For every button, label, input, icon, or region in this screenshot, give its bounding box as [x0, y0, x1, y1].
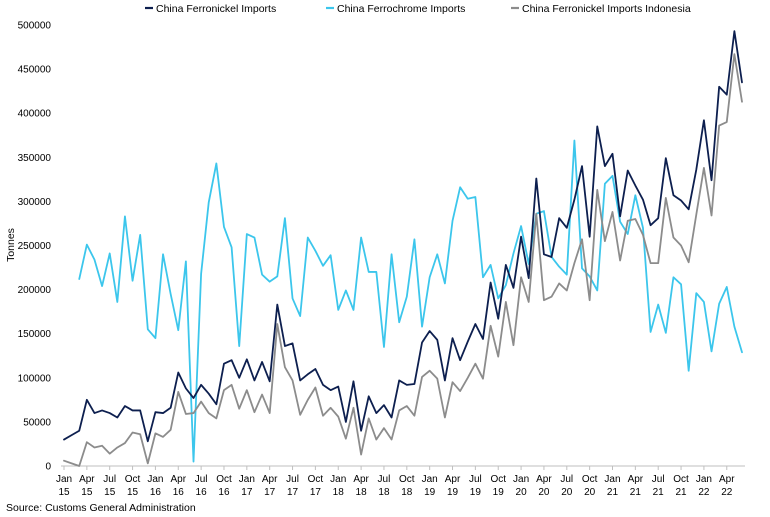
- x-tick-year: 17: [241, 487, 253, 498]
- source-note: Source: Customs General Administration: [6, 502, 196, 514]
- x-tick-year: 18: [378, 487, 390, 498]
- x-tick-year: 21: [675, 487, 687, 498]
- series-layer: [63, 30, 743, 467]
- y-tick-label: 250000: [18, 241, 52, 252]
- y-tick-label: 0: [45, 462, 51, 473]
- x-tick-month: Jan: [604, 474, 620, 485]
- x-tick-year: 19: [470, 487, 482, 498]
- x-tick-month: Oct: [582, 474, 598, 485]
- x-tick-year: 21: [653, 487, 665, 498]
- x-axis: Jan 15 Apr 15 Jul 15 Oct 15 Jan 16 Apr 16 Jul 16 Oct 16…: [56, 465, 745, 498]
- y-tick-label: 200000: [18, 285, 52, 296]
- x-tick-year: 16: [218, 487, 230, 498]
- legend-label: China Ferronickel Imports: [156, 3, 276, 15]
- x-tick-month: Jan: [56, 474, 72, 485]
- x-tick-month: Jul: [286, 474, 299, 485]
- x-tick-year: 16: [196, 487, 208, 498]
- x-tick-year: 18: [401, 487, 413, 498]
- y-tick-label: 50000: [23, 417, 51, 428]
- x-tick-year: 16: [150, 487, 162, 498]
- x-tick-year: 17: [264, 487, 276, 498]
- x-tick-month: Apr: [628, 474, 644, 485]
- x-tick-month: Apr: [719, 474, 735, 485]
- legend-item: China Ferrochrome Imports: [326, 3, 465, 15]
- x-tick-year: 15: [81, 487, 93, 498]
- x-tick-month: Oct: [308, 474, 324, 485]
- x-tick-month: Oct: [490, 474, 506, 485]
- x-tick-month: Apr: [445, 474, 461, 485]
- x-tick-month: Oct: [125, 474, 141, 485]
- x-tick-month: Jan: [147, 474, 163, 485]
- y-tick-label: 300000: [18, 197, 52, 208]
- x-tick-year: 22: [721, 487, 733, 498]
- x-tick-month: Jul: [652, 474, 665, 485]
- y-tick-label: 450000: [18, 65, 52, 76]
- x-tick-month: Apr: [536, 474, 552, 485]
- series-line-0: [63, 30, 743, 443]
- x-tick-year: 19: [424, 487, 436, 498]
- y-tick-label: 500000: [18, 21, 52, 32]
- x-tick-month: Jul: [195, 474, 208, 485]
- x-tick-month: Jul: [560, 474, 573, 485]
- x-tick-month: Jul: [469, 474, 482, 485]
- x-tick-year: 21: [607, 487, 619, 498]
- x-tick-month: Jan: [330, 474, 346, 485]
- y-tick-label: 150000: [18, 329, 52, 340]
- y-tick-label: 350000: [18, 153, 52, 164]
- x-tick-month: Oct: [399, 474, 415, 485]
- x-tick-year: 18: [333, 487, 345, 498]
- x-tick-year: 20: [516, 487, 528, 498]
- y-axis-label: Tonnes: [5, 228, 17, 262]
- x-tick-year: 19: [447, 487, 459, 498]
- x-tick-year: 22: [698, 487, 710, 498]
- x-tick-month: Apr: [170, 474, 186, 485]
- legend-label: China Ferronickel Imports Indonesia: [522, 3, 691, 15]
- x-tick-month: Jan: [239, 474, 255, 485]
- x-tick-month: Oct: [673, 474, 689, 485]
- x-tick-month: Jan: [513, 474, 529, 485]
- x-tick-year: 15: [127, 487, 139, 498]
- x-tick-month: Jul: [378, 474, 391, 485]
- x-tick-year: 19: [493, 487, 505, 498]
- series-line-1: [78, 139, 743, 463]
- x-tick-month: Jan: [696, 474, 712, 485]
- x-tick-year: 18: [356, 487, 368, 498]
- legend-label: China Ferrochrome Imports: [337, 3, 465, 15]
- legend-item: China Ferronickel Imports: [145, 3, 276, 15]
- x-tick-month: Apr: [79, 474, 95, 485]
- x-tick-month: Apr: [262, 474, 278, 485]
- y-axis: 0 50000 100000 150000 200000 250000 300000 3500…: [18, 21, 52, 473]
- x-tick-month: Jul: [103, 474, 116, 485]
- x-tick-year: 20: [561, 487, 573, 498]
- x-tick-month: Oct: [216, 474, 232, 485]
- x-tick-year: 20: [538, 487, 550, 498]
- legend-item: China Ferronickel Imports Indonesia: [511, 3, 691, 15]
- x-tick-month: Apr: [353, 474, 369, 485]
- x-tick-month: Jan: [422, 474, 438, 485]
- x-tick-year: 20: [584, 487, 596, 498]
- y-tick-label: 400000: [18, 109, 52, 120]
- line-chart: China Ferronickel Imports China Ferrochro…: [5, 3, 745, 498]
- x-tick-year: 15: [58, 487, 70, 498]
- series-line-2: [63, 53, 743, 467]
- x-tick-year: 17: [287, 487, 299, 498]
- x-tick-year: 21: [630, 487, 642, 498]
- x-tick-year: 17: [310, 487, 322, 498]
- y-tick-label: 100000: [18, 373, 52, 384]
- x-tick-year: 16: [173, 487, 185, 498]
- x-tick-year: 15: [104, 487, 116, 498]
- legend: China Ferronickel Imports China Ferrochro…: [145, 3, 691, 15]
